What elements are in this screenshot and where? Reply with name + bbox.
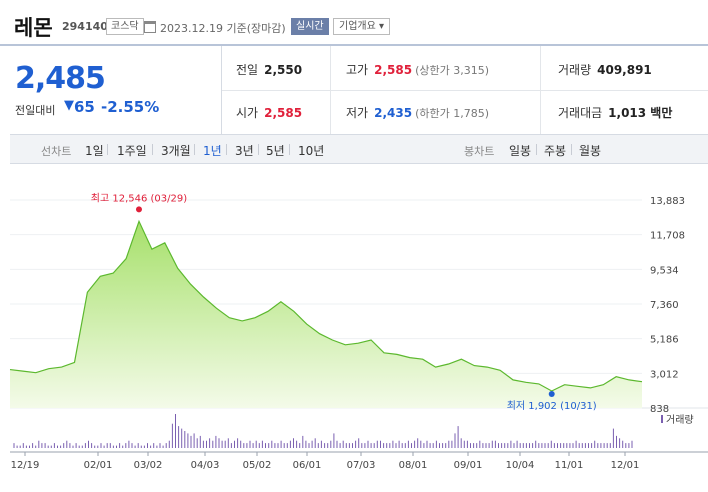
header-divider: [0, 44, 708, 46]
y-tick-label: 11,708: [650, 231, 685, 242]
period-divider: [226, 144, 227, 155]
calendar-icon: [144, 21, 156, 33]
high-marker: [135, 206, 142, 213]
company-info-dropdown[interactable]: 기업개요 ▾: [333, 18, 390, 35]
stat-amount: 거래대금 1,013 백만: [558, 106, 673, 120]
period-divider: [289, 144, 290, 155]
period-5y[interactable]: 5년: [266, 144, 285, 158]
period-3y[interactable]: 3년: [235, 144, 254, 158]
current-price: 2,485: [15, 61, 106, 96]
candle-daily[interactable]: 일봉: [509, 144, 532, 158]
low-annotation: 최저 1,902 (10/31): [507, 400, 597, 412]
period-divider: [536, 144, 537, 155]
period-3m[interactable]: 3개월: [161, 144, 191, 158]
period-1w[interactable]: 1주일: [117, 144, 147, 158]
stats-grid: 전일 2,550 시가 2,585 고가 2,585 (상한가 3,315) 저가 2,4…: [222, 46, 708, 134]
y-tick-label: 13,883: [650, 196, 685, 207]
compare-label: 전일대비: [15, 104, 56, 117]
y-tick-label: 3,012: [650, 369, 679, 380]
period-10y[interactable]: 10년: [298, 144, 325, 158]
market-badge: 코스닥: [106, 18, 144, 35]
low-marker: [548, 391, 555, 398]
period-1y[interactable]: 1년: [203, 144, 222, 158]
stat-low: 저가 2,435 (하한가 1,785): [346, 106, 489, 120]
y-tick-label: 7,360: [650, 300, 679, 311]
candle-monthly[interactable]: 월봉: [579, 144, 602, 158]
y-tick-label: 9,534: [650, 265, 679, 276]
x-tick-label: 05/02: [243, 460, 272, 471]
x-tick-label: 07/03: [347, 460, 376, 471]
x-tick-label: 02/01: [84, 460, 113, 471]
volume-legend-swatch: [661, 415, 663, 423]
high-annotation: 최고 12,546 (03/29): [91, 192, 187, 204]
x-tick-label: 04/03: [191, 460, 220, 471]
stock-code: 294140: [62, 20, 108, 33]
x-tick-label: 12/19: [11, 460, 40, 471]
period-divider: [107, 144, 108, 155]
period-bar: 선차트 1일 1주일 3개월 1년 3년 5년 10년 봉차트 일봉 주봉 월봉: [10, 134, 708, 164]
stat-open: 시가 2,585: [236, 106, 303, 120]
x-tick-label: 10/04: [506, 460, 535, 471]
candle-weekly[interactable]: 주봉: [544, 144, 567, 158]
period-divider: [258, 144, 259, 155]
stock-name: 레몬: [14, 16, 53, 40]
x-tick-label: 03/02: [134, 460, 163, 471]
title-bar: 레몬 294140 코스닥 2023.12.19 기준(장마감) 실시간 기업개…: [0, 0, 708, 44]
change-percent: -2.55%: [101, 98, 160, 116]
stat-high: 고가 2,585 (상한가 3,315): [346, 63, 489, 77]
x-tick-label: 11/01: [555, 460, 584, 471]
price-box: 2,485 전일대비 ▼ 65 -2.55%: [0, 46, 222, 134]
stat-volume: 거래량 409,891: [558, 63, 652, 77]
change-value: 65: [74, 98, 95, 116]
y-tick-label: 5,186: [650, 335, 679, 346]
quote-date: 2023.12.19 기준(장마감): [160, 22, 286, 35]
volume-legend-label: 거래량: [666, 414, 694, 426]
realtime-button[interactable]: 실시간: [291, 18, 329, 35]
x-tick-label: 09/01: [454, 460, 483, 471]
price-chart: 13,883 11,708 9,534 7,360 5,186 3,012 838 12/19…: [9, 192, 708, 471]
stat-prev-close: 전일 2,550: [236, 63, 303, 77]
candle-chart-label: 봉차트: [464, 145, 495, 158]
x-tick-label: 12/01: [611, 460, 640, 471]
price-line: [9, 219, 643, 392]
period-divider: [152, 144, 153, 155]
x-tick-label: 08/01: [399, 460, 428, 471]
y-tick-label: 838: [650, 404, 669, 415]
stats-row-divider: [222, 90, 708, 91]
price-area: [10, 221, 642, 408]
line-chart-label: 선차트: [41, 145, 72, 158]
down-arrow-icon: ▼: [64, 98, 74, 113]
period-1d[interactable]: 1일: [85, 144, 104, 158]
x-tick-label: 06/01: [293, 460, 322, 471]
period-divider: [194, 144, 195, 155]
period-divider: [571, 144, 572, 155]
